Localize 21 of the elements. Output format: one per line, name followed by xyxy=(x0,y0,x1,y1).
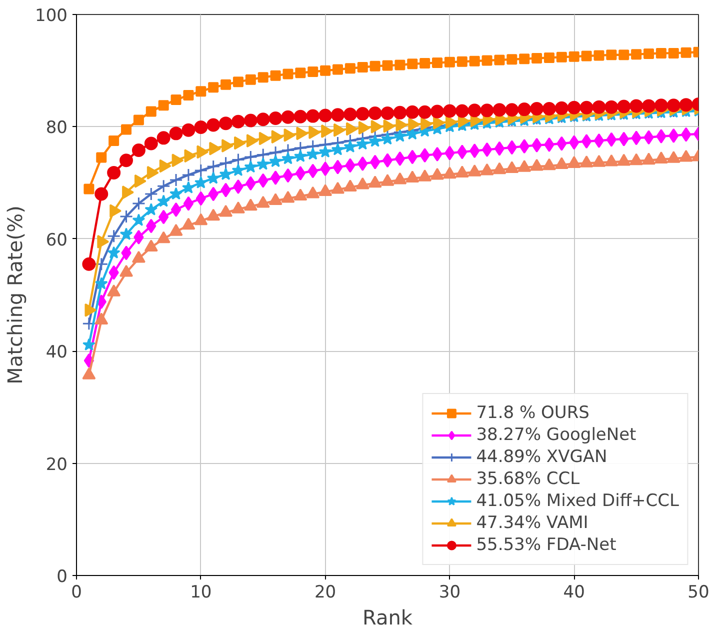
legend-label: 55.53% FDA-Net xyxy=(476,534,616,556)
x-tick-label: 50 xyxy=(688,582,710,602)
legend-label: 44.89% XVGAN xyxy=(476,446,608,468)
legend-label: 38.27% GoogleNet xyxy=(476,424,636,446)
x-tick-label: 10 xyxy=(190,582,212,602)
legend-label: 35.68% CCL xyxy=(476,468,580,490)
y-tick-label: 40 xyxy=(46,342,68,363)
y-tick-label: 60 xyxy=(46,230,68,250)
y-tick-label: 0 xyxy=(56,567,68,587)
x-tick-label: 30 xyxy=(438,582,461,602)
legend-label: 47.34% VAMI xyxy=(476,512,588,534)
y-axis-title: Matching Rate(%) xyxy=(3,206,28,384)
legend-label: 71.8 % OURS xyxy=(476,402,590,424)
legend-label: 41.05% Mixed Diff+CCL xyxy=(476,490,679,512)
y-tick-label: 100 xyxy=(35,6,68,26)
y-tick-label: 80 xyxy=(46,118,68,138)
x-tick-label: 20 xyxy=(314,582,336,602)
x-axis-title: Rank xyxy=(362,606,413,630)
x-tick-label: 40 xyxy=(563,582,585,602)
x-tick-label: 0 xyxy=(71,582,82,602)
y-tick-label: 20 xyxy=(46,454,68,475)
